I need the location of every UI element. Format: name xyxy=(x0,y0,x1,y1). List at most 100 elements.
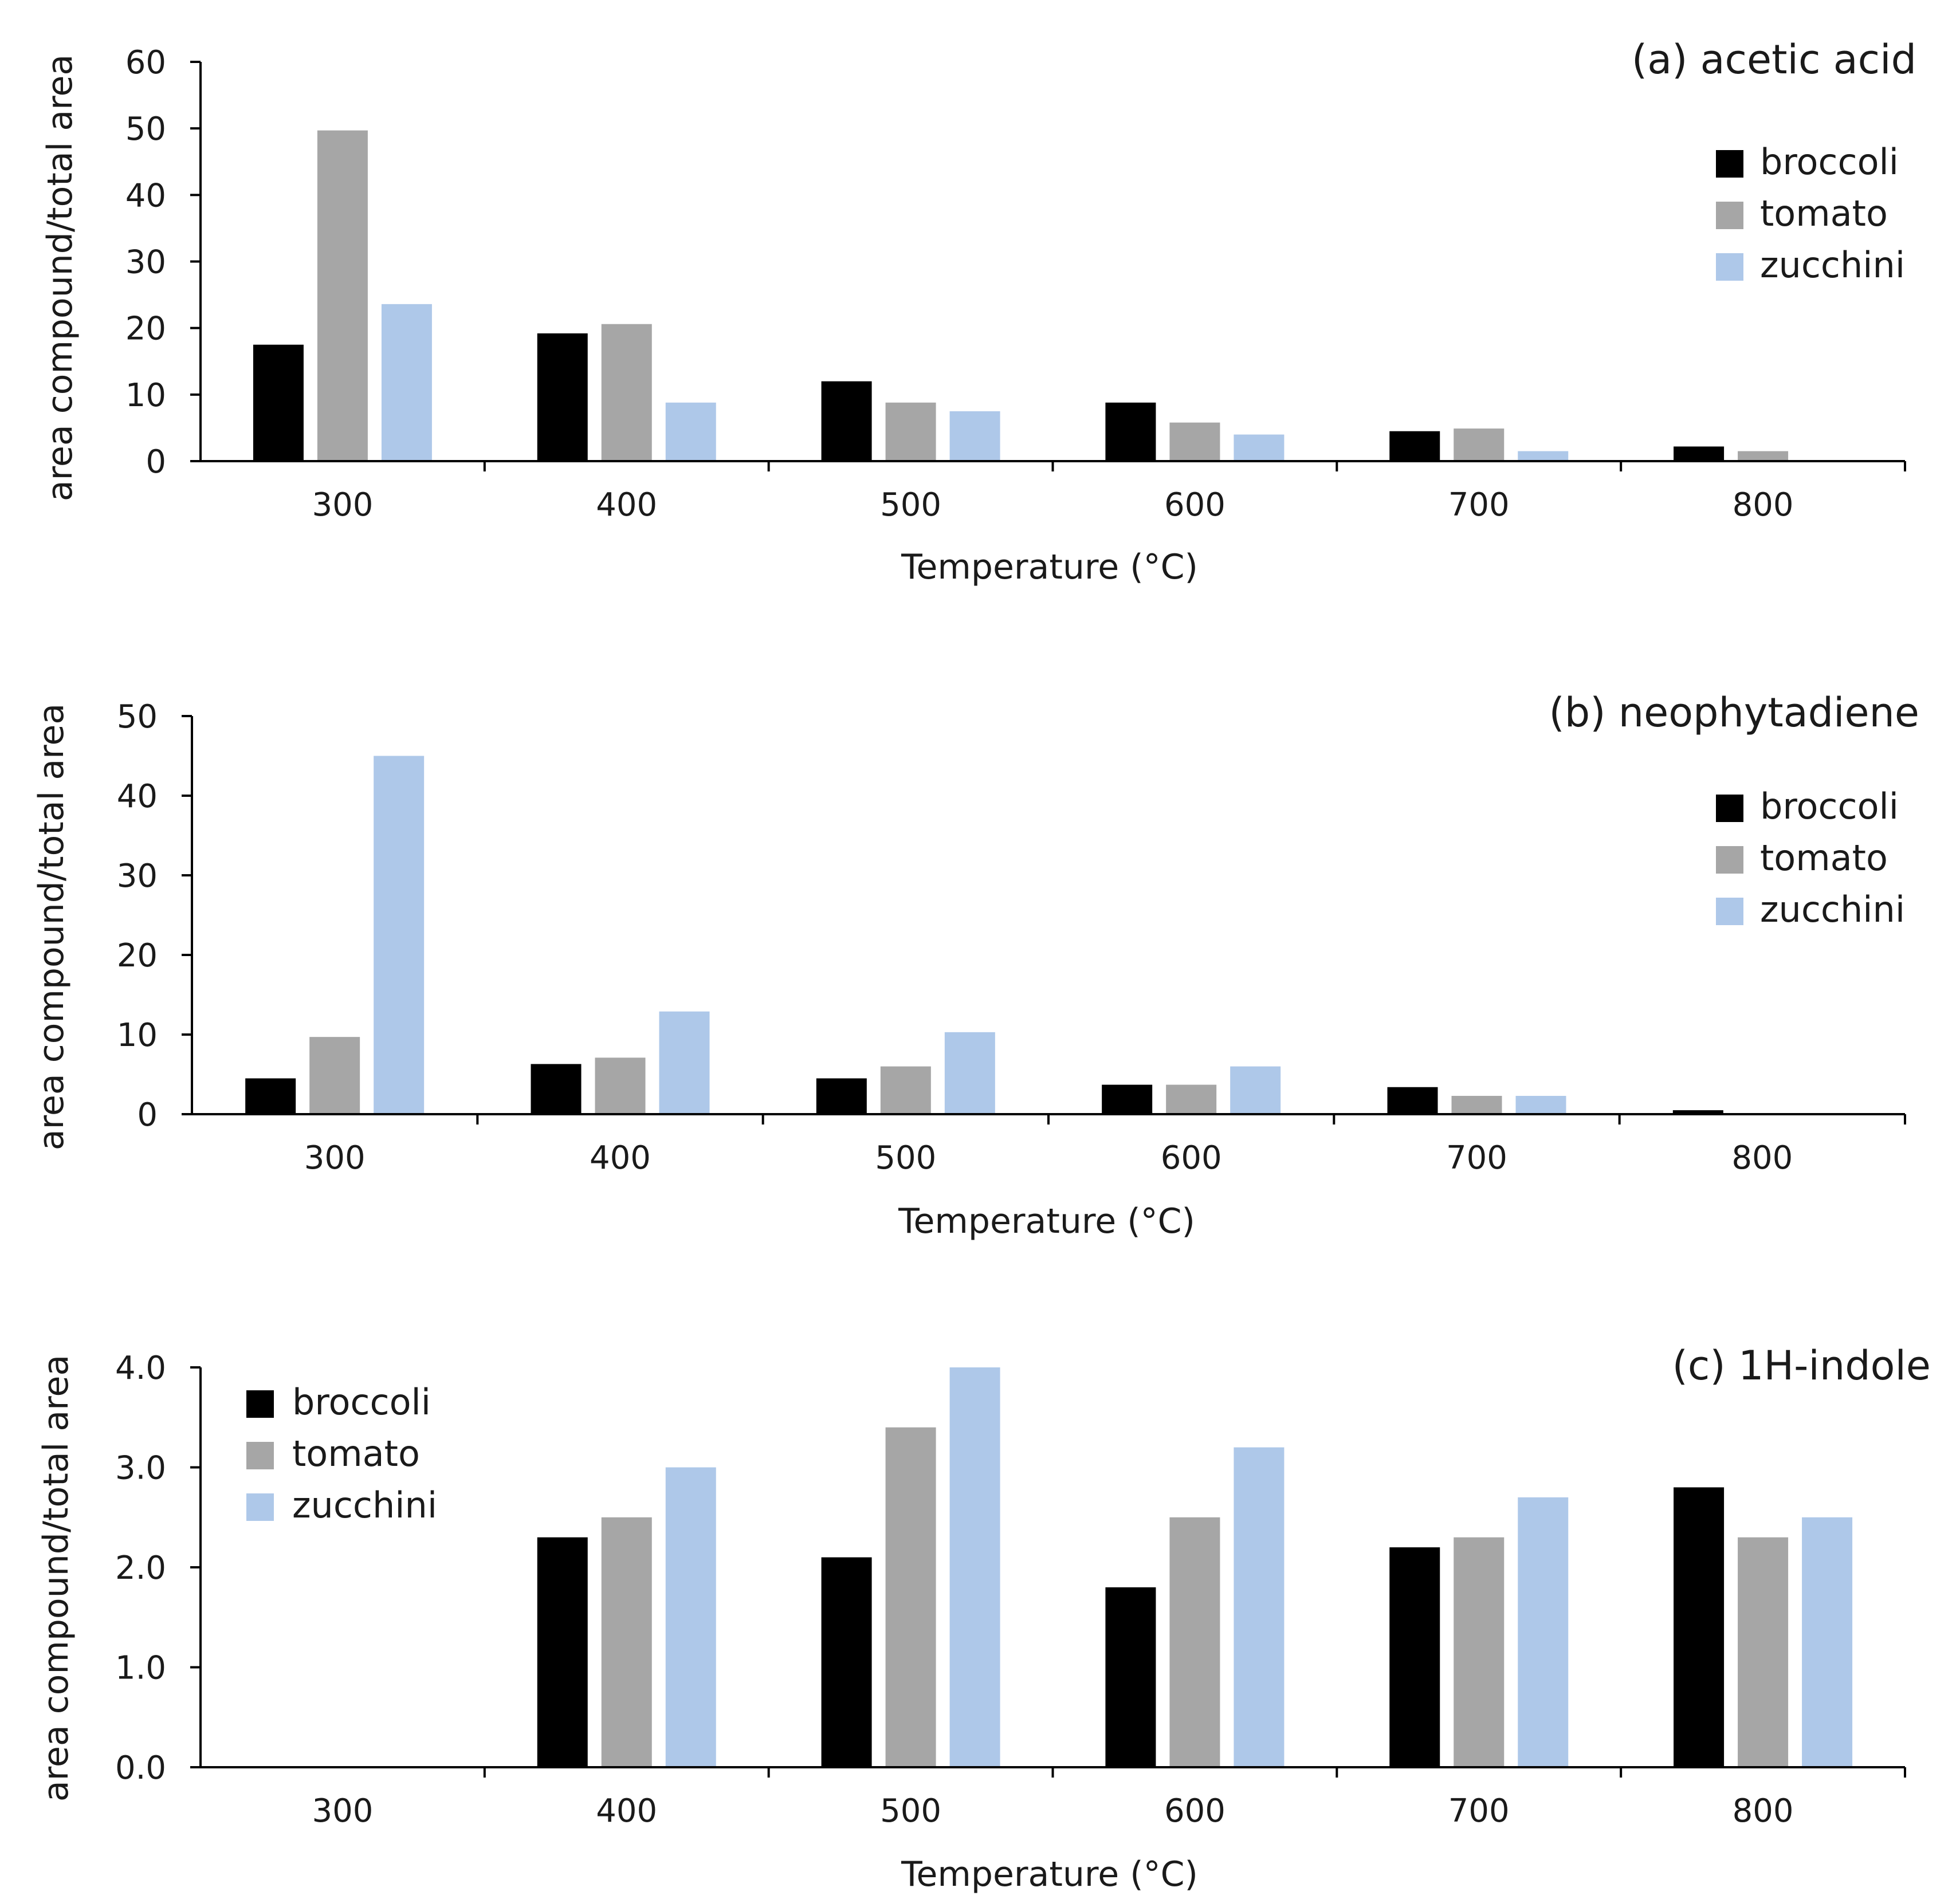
bar-tomato-700 xyxy=(1454,428,1505,461)
bar-zucchini-300 xyxy=(381,304,432,461)
x-tick-label: 300 xyxy=(312,1792,373,1830)
bar-tomato-400 xyxy=(601,1517,652,1767)
bar-broccoli-400 xyxy=(531,1064,582,1114)
bar-zucchini-700 xyxy=(1518,1497,1569,1767)
bar-tomato-700 xyxy=(1454,1537,1505,1767)
y-tick-label: 10 xyxy=(117,1017,158,1054)
bar-broccoli-700 xyxy=(1389,1547,1440,1767)
bar-broccoli-700 xyxy=(1389,431,1440,461)
panel-c-x-axis-title: Temperature (°C) xyxy=(901,1854,1198,1894)
legend-label-broccoli: broccoli xyxy=(1760,141,1899,183)
legend-label-zucchini: zucchini xyxy=(1760,244,1905,286)
y-tick-label: 30 xyxy=(117,858,158,895)
y-tick-label: 1.0 xyxy=(115,1650,166,1687)
x-tick-label: 400 xyxy=(596,486,657,524)
y-tick-label: 40 xyxy=(117,778,158,815)
bar-zucchini-600 xyxy=(1230,1066,1281,1114)
y-tick-label: 40 xyxy=(125,177,166,214)
bar-broccoli-300 xyxy=(245,1078,296,1114)
x-tick-label: 600 xyxy=(1164,1792,1226,1830)
legend-swatch-zucchini xyxy=(1716,898,1743,925)
panel-a-title: (a) acetic acid xyxy=(1632,36,1916,83)
panel-b-y-axis-title: area compound/total area xyxy=(32,703,72,1150)
panel-c: (c) 1H-indole area compound/total area T… xyxy=(36,1342,1931,1894)
panel-a-x-axis-title: Temperature (°C) xyxy=(901,547,1198,587)
y-tick-label: 3.0 xyxy=(115,1450,166,1487)
legend-swatch-tomato xyxy=(1716,202,1743,229)
bar-broccoli-400 xyxy=(537,1537,588,1767)
legend-swatch-tomato xyxy=(1716,846,1743,874)
x-tick-label: 700 xyxy=(1446,1139,1507,1177)
x-tick-label: 400 xyxy=(590,1139,651,1177)
y-tick-label: 0.0 xyxy=(115,1749,166,1787)
legend-swatch-broccoli xyxy=(1716,795,1743,822)
panel-a: (a) acetic acid area compound/total area… xyxy=(40,36,1916,587)
y-tick-label: 2.0 xyxy=(115,1550,166,1587)
bar-tomato-300 xyxy=(309,1037,360,1114)
y-tick-label: 60 xyxy=(125,44,166,81)
bar-broccoli-600 xyxy=(1105,402,1156,461)
y-tick-label: 30 xyxy=(125,244,166,281)
x-tick-label: 500 xyxy=(880,1792,941,1830)
bar-broccoli-800 xyxy=(1674,446,1725,461)
bar-zucchini-600 xyxy=(1234,1447,1285,1767)
x-tick-label: 500 xyxy=(875,1139,936,1177)
bar-tomato-300 xyxy=(317,130,368,461)
y-tick-label: 20 xyxy=(125,310,166,348)
x-tick-label: 300 xyxy=(312,486,373,524)
bar-broccoli-500 xyxy=(816,1078,867,1114)
y-tick-label: 20 xyxy=(117,937,158,974)
legend-swatch-broccoli xyxy=(246,1390,274,1418)
bar-tomato-600 xyxy=(1166,1084,1217,1114)
panel-c-plot: 0.0 1.0 2.0 3.0 4.0 300 400 500 600 700 800 xyxy=(115,1350,1906,1830)
bar-broccoli-700 xyxy=(1387,1087,1438,1114)
legend-label-broccoli: broccoli xyxy=(292,1381,431,1423)
x-tick-label: 800 xyxy=(1731,1139,1793,1177)
panel-a-legend: broccoli tomato zucchini xyxy=(1716,141,1905,286)
panel-b-legend: broccoli tomato zucchini xyxy=(1716,785,1905,930)
bar-broccoli-500 xyxy=(821,1557,872,1767)
x-tick-label: 700 xyxy=(1448,486,1510,524)
legend-swatch-tomato xyxy=(246,1442,274,1469)
y-tick-label: 0 xyxy=(137,1096,158,1134)
bar-broccoli-600 xyxy=(1105,1587,1156,1767)
panel-c-y-axis-title: area compound/total area xyxy=(36,1355,76,1802)
y-tick-label: 50 xyxy=(117,698,158,736)
x-tick-label: 600 xyxy=(1164,486,1226,524)
panel-a-plot: 0 10 20 30 40 50 60 300 400 500 600 700 800 xyxy=(125,44,1906,524)
legend-label-tomato: tomato xyxy=(1760,192,1888,234)
bar-tomato-700 xyxy=(1451,1096,1502,1114)
bar-tomato-500 xyxy=(885,402,936,461)
bar-zucchini-700 xyxy=(1515,1096,1566,1114)
legend-label-broccoli: broccoli xyxy=(1760,785,1899,827)
x-tick-label: 800 xyxy=(1733,486,1794,524)
panel-b-x-axis-title: Temperature (°C) xyxy=(898,1201,1195,1241)
bar-tomato-400 xyxy=(595,1057,646,1114)
bar-tomato-800 xyxy=(1738,1537,1789,1767)
bar-zucchini-400 xyxy=(665,1467,716,1767)
panel-b-title: (b) neophytadiene xyxy=(1549,689,1919,736)
panel-c-title: (c) 1H-indole xyxy=(1672,1342,1931,1389)
bar-zucchini-800 xyxy=(1802,1517,1853,1767)
bar-zucchini-600 xyxy=(1234,434,1285,461)
panel-b-plot: 0 10 20 30 40 50 300 400 500 600 700 800 xyxy=(117,698,1906,1177)
legend-label-tomato: tomato xyxy=(292,1433,420,1475)
legend-swatch-broccoli xyxy=(1716,150,1743,178)
x-tick-label: 300 xyxy=(304,1139,366,1177)
bar-zucchini-500 xyxy=(949,1367,1000,1767)
bar-zucchini-400 xyxy=(665,402,716,461)
bar-broccoli-800 xyxy=(1672,1110,1723,1114)
x-tick-label: 500 xyxy=(880,486,941,524)
bar-tomato-600 xyxy=(1169,422,1220,461)
legend-swatch-zucchini xyxy=(246,1493,274,1521)
bar-tomato-800 xyxy=(1738,451,1789,461)
bar-zucchini-400 xyxy=(659,1011,710,1114)
bar-broccoli-800 xyxy=(1674,1487,1725,1767)
bar-zucchini-300 xyxy=(374,756,425,1114)
y-tick-label: 4.0 xyxy=(115,1350,166,1387)
bar-tomato-600 xyxy=(1169,1517,1220,1767)
y-tick-label: 10 xyxy=(125,377,166,414)
x-tick-label: 400 xyxy=(596,1792,657,1830)
panel-a-y-axis-title: area compound/total area xyxy=(40,54,80,501)
